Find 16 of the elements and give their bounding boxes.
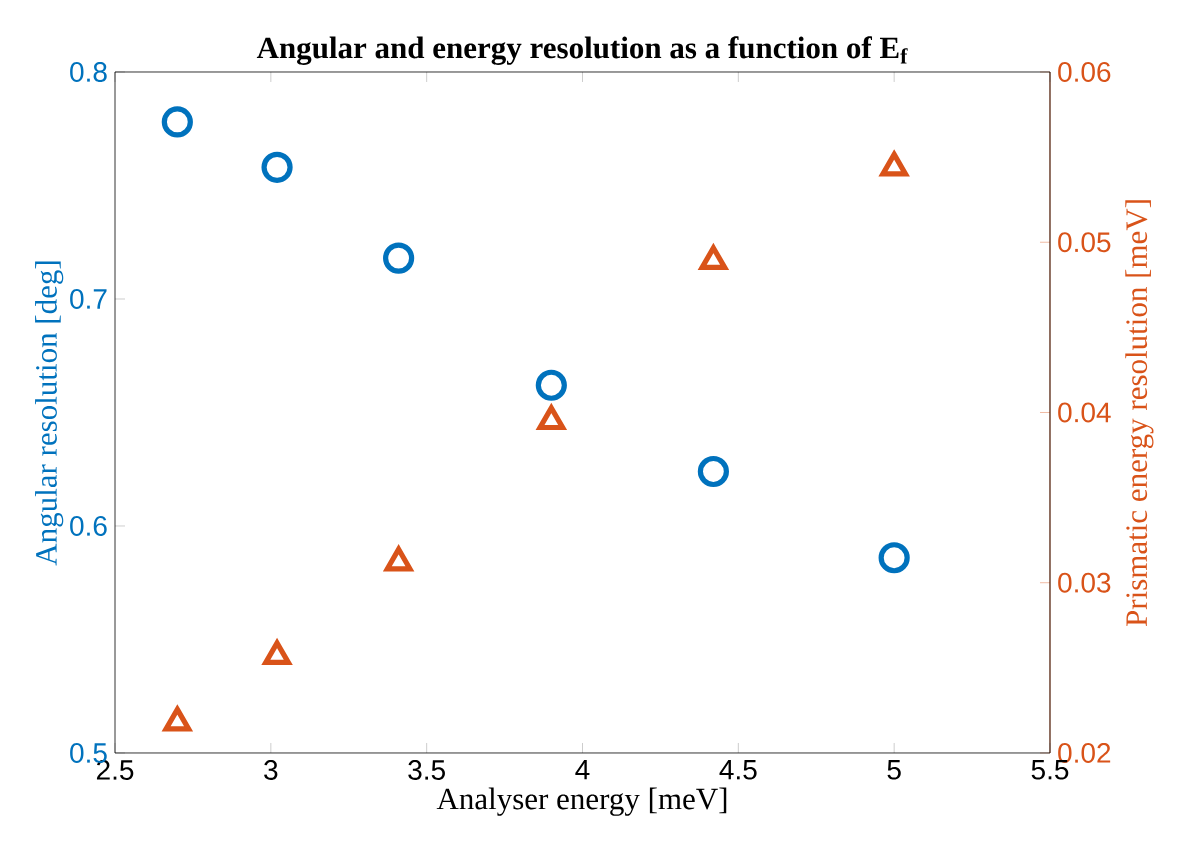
- x-tick-label: 4: [575, 760, 590, 780]
- y-tick-label: 0.8: [70, 62, 107, 82]
- y-tick-label: 0.6: [70, 516, 107, 536]
- y2-tick-label: 0.04: [1058, 402, 1111, 423]
- y2-tick-label: 0.05: [1058, 232, 1111, 253]
- y2-tick-label: 0.03: [1058, 572, 1111, 593]
- y-tick-label: 0.7: [70, 289, 107, 309]
- chart-title: Angular and energy resolution as a function of E$_{f}$: [256, 36, 908, 65]
- x-tick-label: 5: [887, 760, 901, 780]
- x-axis-title: Analyser energy [meV]: [436, 787, 727, 816]
- y-axis-title: Angular resolution [deg]: [35, 261, 64, 566]
- y2-tick-label: 0.06: [1058, 62, 1111, 82]
- x-tick-label: 3: [264, 760, 278, 780]
- y2-axis-title: Prismatic energy resolution [meV]: [1125, 200, 1154, 627]
- x-tick-label: 4.5: [719, 760, 757, 780]
- x-tick-label: 3.5: [408, 760, 445, 780]
